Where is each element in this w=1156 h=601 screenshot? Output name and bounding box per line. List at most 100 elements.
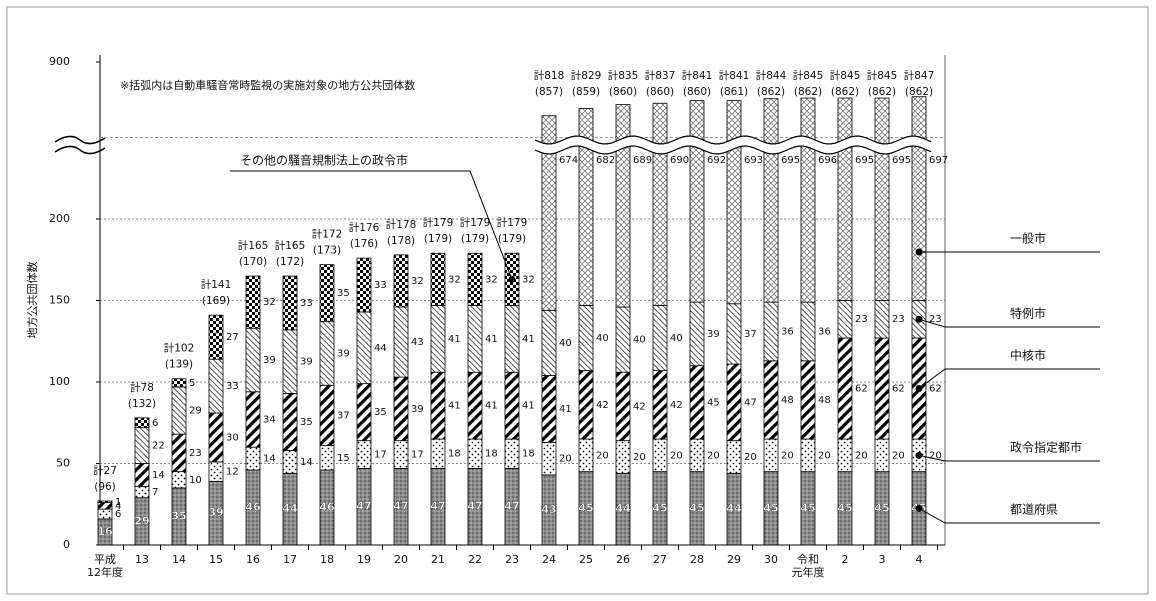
data-label: 32 [522,274,535,285]
data-label: 39 [337,348,350,359]
total-label: 計841 [682,70,713,82]
bar-segment [282,450,298,474]
bar-segment [541,115,557,311]
data-label: 37 [744,329,757,340]
bar-segment [837,97,853,301]
data-label: 12 [226,467,239,478]
total-label: 計818 [534,70,565,82]
bar-segment [282,329,298,394]
data-label: 674 [559,155,578,166]
callout-line [918,507,1100,524]
x-tick-label: 19 [357,553,371,566]
callout-line [918,454,1100,462]
monitored-label: (862) [757,86,785,98]
total-label: 計179 [497,217,528,229]
monitored-label: (859) [572,86,600,98]
monitored-label: (862) [831,86,859,98]
monitored-label: (178) [387,235,415,247]
total-label: 計179 [423,217,454,229]
x-tick-label: 28 [690,553,704,566]
data-label: 27 [226,332,239,343]
data-label: 62 [892,384,905,395]
total-label: 計102 [164,343,195,355]
bar-segment [134,417,150,429]
data-label: 15 [337,453,350,464]
x-tick-label: 17 [283,553,297,566]
y-tick-label: 50 [56,457,70,470]
bar-segment [171,471,187,489]
data-label: 34 [263,414,276,425]
x-tick-label: 18 [320,553,334,566]
bar-segment [652,102,668,306]
x-tick-label: 20 [394,553,408,566]
data-label: 39 [411,404,424,415]
data-label: 44 [726,502,742,515]
bar-segment [245,391,261,448]
x-tick-label: 3 [878,553,886,566]
y-axis-break [54,135,106,145]
frame [6,6,1149,595]
data-label: 20 [633,452,646,463]
data-label: 46 [245,501,261,514]
data-label: 39 [208,506,223,519]
bar-segment [245,275,261,329]
data-label: 41 [559,404,572,415]
legend-label: 一般市 [1010,232,1046,246]
bar-segment [171,386,187,435]
data-label: 23 [855,314,868,325]
data-label: 14 [300,457,313,468]
total-label: 計844 [756,70,787,82]
x-tick-label: 4 [915,553,923,566]
data-label: 18 [485,449,498,460]
bar-segment [467,438,483,469]
monitored-label: (860) [646,86,674,98]
bar-segment [726,100,742,305]
data-label: 36 [818,326,831,337]
bar-segment [430,304,446,373]
data-label: 43 [541,503,556,516]
data-label: 29 [134,514,149,527]
data-label: 44 [615,502,631,515]
bar-segment [504,304,520,373]
data-label: 42 [596,400,609,411]
data-label: 693 [744,155,763,166]
data-label: 20 [818,450,831,461]
data-label: 41 [448,401,461,412]
data-label: 692 [707,155,726,166]
data-label: 18 [522,449,535,460]
data-label: 45 [689,501,704,514]
data-label: 39 [707,329,720,340]
bar-segment [245,327,261,393]
data-label: 1 [115,497,121,508]
data-label: 20 [929,450,942,461]
monitored-label: (169) [202,295,230,307]
bar-segment [874,337,890,440]
bar-segment [134,485,150,499]
bar-segment [763,98,779,303]
bar-segment [874,300,890,339]
total-label: 計845 [793,70,824,82]
total-label: 計176 [349,222,380,234]
bar-segment [504,371,520,440]
monitored-label: (179) [498,233,526,245]
monitored-label: (179) [461,233,489,245]
data-label: 697 [929,155,948,166]
x-tick-label: 27 [653,553,667,566]
annotation: ※括弧内は自動車騒音常時監視の実施対象の地方公共団体数 [120,78,415,92]
x-tick-label: 平成 12年度 [87,553,123,579]
axis-break-band [535,136,933,154]
bar-segment [763,301,779,362]
data-label: 45 [707,397,720,408]
bar-segment [430,438,446,469]
data-label: 62 [855,384,868,395]
total-label: 計841 [719,70,750,82]
data-label: 41 [522,334,535,345]
x-tick-label: 21 [431,553,445,566]
data-label: 6 [152,418,158,429]
y-tick-label: 150 [49,294,70,307]
data-label: 47 [430,500,445,513]
data-label: 695 [892,155,911,166]
monitored-label: (860) [683,86,711,98]
data-label: 20 [744,452,757,463]
